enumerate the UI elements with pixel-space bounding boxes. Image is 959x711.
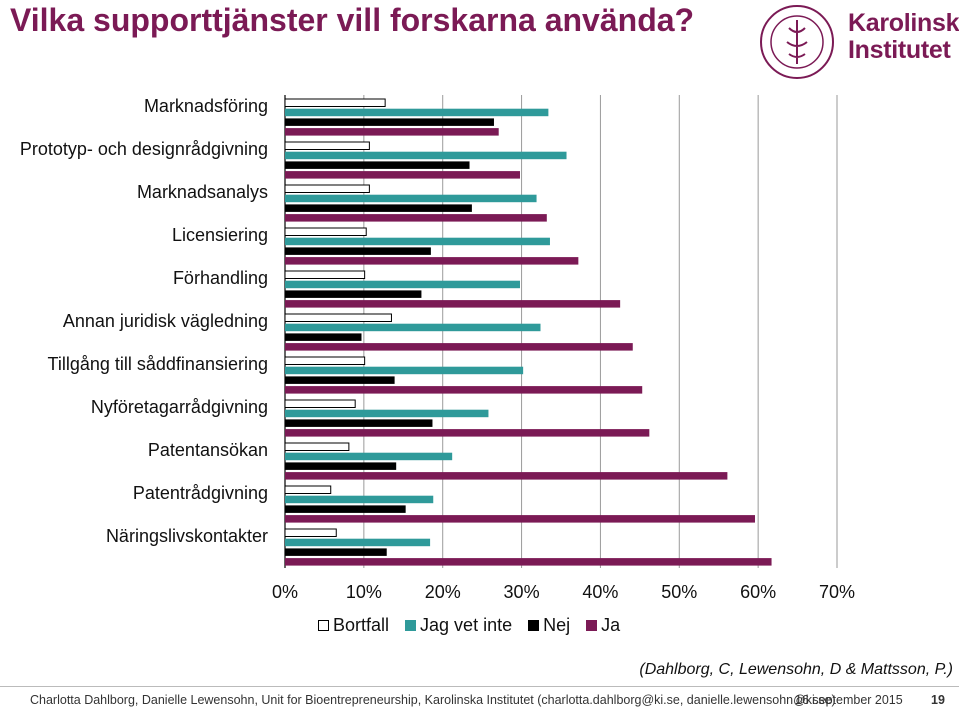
bar-jag-vet-inte — [285, 323, 541, 332]
category-label: Annan juridisk vägledning — [62, 310, 268, 331]
category-label: Nyföretagarrådgivning — [90, 396, 268, 417]
x-tick-label: 10% — [345, 582, 382, 602]
bar-jag-vet-inte — [285, 366, 524, 375]
bar-bortfall — [284, 356, 366, 365]
legend-label-ja: Ja — [601, 615, 621, 635]
bar-nej — [285, 419, 433, 427]
bar-ja — [285, 343, 633, 351]
category-label: Marknadsföring — [143, 95, 268, 116]
footer-date: 16 september 2015 — [795, 693, 903, 707]
bar-ja — [285, 171, 520, 179]
footer-page-number: 19 — [931, 693, 945, 707]
bar-jag-vet-inte — [285, 151, 567, 160]
bar-nej — [285, 118, 494, 126]
bar-bortfall — [284, 528, 337, 537]
bar-ja — [285, 257, 579, 265]
logo-wordmark-line1: Karolinska — [848, 9, 959, 37]
bar-nej — [285, 376, 395, 384]
x-tick-label: 20% — [424, 582, 461, 602]
bar-jag-vet-inte — [285, 237, 550, 246]
x-tick-label: 60% — [740, 582, 777, 602]
category-label: Licensiering — [171, 224, 268, 245]
chart-legend: Bortfall Jag vet inte Nej Ja — [318, 615, 630, 636]
bar-nej — [285, 462, 397, 470]
bar-jag-vet-inte — [285, 452, 453, 461]
category-label: Näringslivskontakter — [105, 525, 268, 546]
bar-bortfall — [284, 313, 392, 322]
karolinska-seal-logo — [760, 5, 834, 79]
legend-item-nej: Nej — [528, 615, 570, 636]
bar-bortfall — [284, 227, 367, 236]
bar-jag-vet-inte — [285, 194, 537, 203]
legend-swatch-nej — [528, 620, 540, 631]
x-tick-label: 50% — [661, 582, 698, 602]
bar-bortfall — [284, 141, 370, 150]
legend-label-nej: Nej — [543, 615, 571, 635]
bar-ja — [285, 128, 499, 136]
category-label: Marknadsanalys — [136, 181, 268, 202]
bar-nej — [285, 247, 431, 255]
bar-nej — [285, 204, 472, 212]
legend-swatch-bortfall — [318, 620, 329, 631]
category-label: Prototyp- och designrådgivning — [19, 138, 268, 159]
x-tick-label: 40% — [582, 582, 619, 602]
seal-icon — [760, 5, 834, 79]
citation: (Dahlborg, C, Lewensohn, D & Mattsson, P… — [639, 661, 953, 678]
bar-bortfall — [284, 184, 370, 193]
bar-nej — [285, 161, 470, 169]
bar-jag-vet-inte — [285, 108, 549, 117]
legend-label-bortfall: Bortfall — [333, 615, 390, 635]
bar-nej — [285, 505, 406, 513]
footer-authors: Charlotta Dahlborg, Danielle Lewensohn, … — [30, 693, 836, 707]
bar-chart — [284, 95, 838, 568]
x-tick-label: 30% — [503, 582, 540, 602]
logo-wordmark-line2: Institutet — [848, 36, 951, 64]
bar-bortfall — [284, 442, 350, 451]
legend-swatch-jag-vet-inte — [405, 620, 417, 631]
bar-bortfall — [284, 485, 332, 494]
bar-ja — [285, 386, 643, 394]
bar-nej — [285, 548, 387, 556]
category-label: Förhandling — [172, 267, 268, 288]
slide-title: Vilka supporttjänster vill forskarna anv… — [10, 2, 695, 38]
bar-ja — [285, 472, 728, 480]
bar-ja — [285, 515, 755, 523]
x-tick-label: 70% — [818, 582, 856, 602]
legend-item-jag-vet-inte: Jag vet inte — [405, 615, 512, 636]
bar-bortfall — [284, 270, 366, 279]
category-label: Tillgång till såddfinansiering — [47, 353, 268, 374]
bar-ja — [285, 300, 621, 308]
legend-swatch-ja — [586, 620, 598, 631]
bar-ja — [285, 558, 772, 566]
legend-item-ja: Ja — [586, 615, 620, 636]
bar-ja — [285, 429, 650, 437]
category-label: Patentansökan — [147, 439, 268, 460]
bar-jag-vet-inte — [285, 495, 434, 504]
x-tick-label: 0% — [271, 582, 299, 602]
bar-nej — [285, 290, 422, 298]
bar-nej — [285, 333, 362, 341]
category-label: Patentrådgivning — [132, 482, 268, 503]
bar-jag-vet-inte — [285, 409, 489, 418]
legend-label-jag-vet-inte: Jag vet inte — [420, 615, 513, 635]
bar-bortfall — [284, 399, 356, 408]
bar-bortfall — [284, 98, 386, 107]
bar-jag-vet-inte — [285, 280, 520, 289]
footer-divider — [0, 686, 959, 687]
legend-item-bortfall: Bortfall — [318, 615, 389, 636]
bar-ja — [285, 214, 547, 222]
bar-jag-vet-inte — [285, 538, 431, 547]
